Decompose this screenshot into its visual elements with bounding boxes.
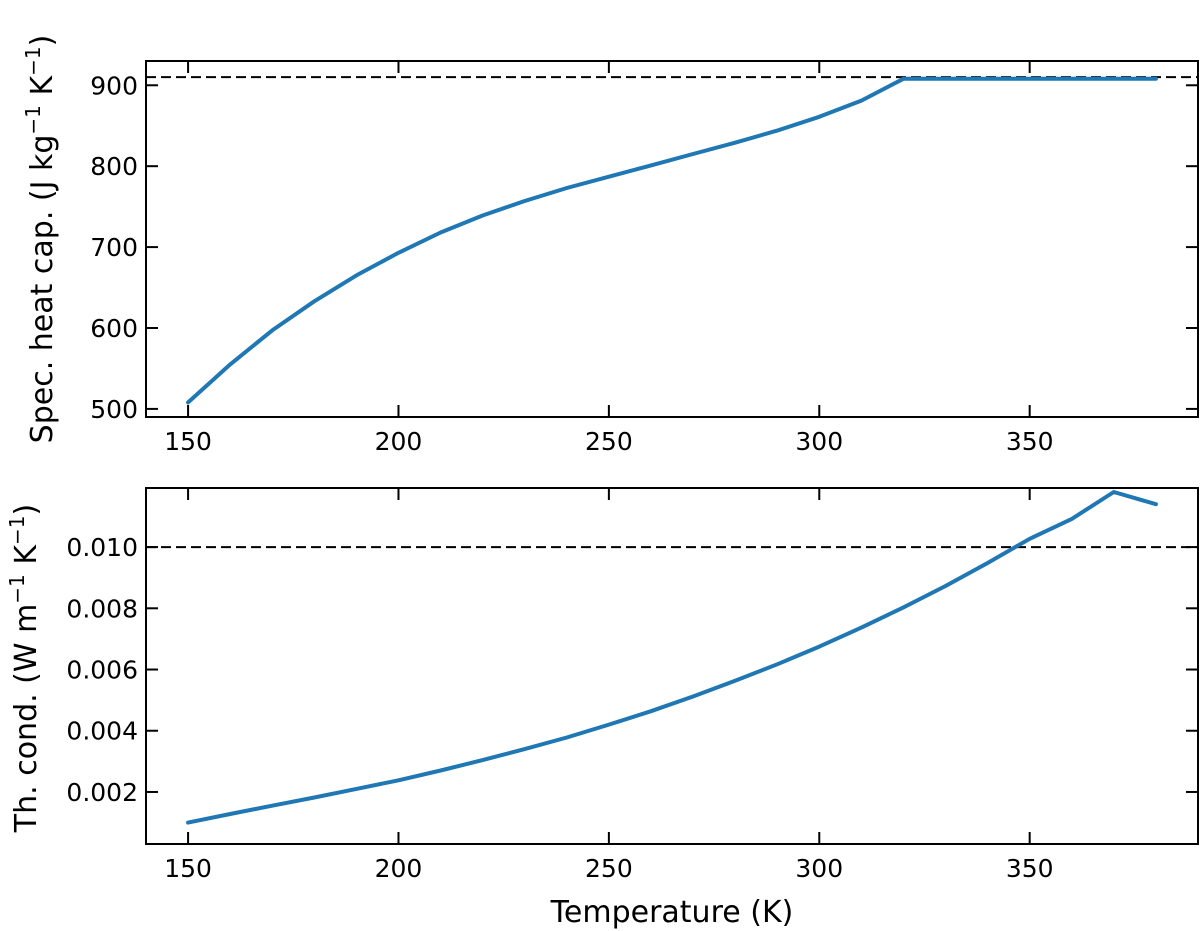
x-axis-label: Temperature (K)	[550, 895, 794, 930]
thermal-conductivity-y-axis-label: Th. cond. (W m−1 K−1)	[5, 504, 44, 833]
thermal-conductivity-ticks: 150 200 250 300 350 0.002 0.004 0.006 0.008 0.010	[66, 488, 1198, 883]
thermal-conductivity-y-tick-label: 0.008	[66, 594, 138, 623]
thermal-conductivity-y-tick-label: 0.002	[66, 778, 138, 807]
heat-capacity-y-tick-label: 700	[90, 233, 138, 262]
thermal-conductivity-series-line	[186, 490, 1158, 825]
heat-capacity-axes-frame	[145, 60, 1199, 418]
thermal-conductivity-x-tick-label: 350	[1006, 854, 1054, 883]
thermal-conductivity-axes-frame	[145, 487, 1199, 845]
heat-capacity-series-line	[186, 76, 1158, 405]
heat-capacity-ticks: 150 200 250 300 350 500 600 700 800 900	[90, 61, 1198, 456]
heat-capacity-x-tick-label: 200	[375, 427, 423, 456]
heat-capacity-x-tick-label: 300	[795, 427, 843, 456]
thermal-conductivity-y-tick-label: 0.006	[66, 656, 138, 685]
thermal-conductivity-plot: 150 200 250 300 350 0.002 0.004 0.006 0.008 0.010…	[5, 487, 1199, 930]
thermal-conductivity-x-tick-label: 300	[795, 854, 843, 883]
heat-capacity-plot: 150 200 250 300 350 500 600 700 800 900 Spec. hea…	[21, 35, 1199, 456]
heat-capacity-y-tick-label: 600	[90, 314, 138, 343]
thermal-conductivity-x-tick-label: 150	[164, 854, 212, 883]
heat-capacity-y-tick-label: 900	[90, 71, 138, 100]
heat-capacity-x-tick-label: 250	[585, 427, 633, 456]
heat-capacity-x-tick-label: 350	[1006, 427, 1054, 456]
thermal-conductivity-x-tick-label: 250	[585, 854, 633, 883]
thermal-conductivity-y-tick-label: 0.010	[66, 533, 138, 562]
heat-capacity-y-axis-label: Spec. heat cap. (J kg−1 K−1)	[21, 35, 60, 444]
heat-capacity-x-tick-label: 150	[164, 427, 212, 456]
thermal-conductivity-x-tick-label: 200	[375, 854, 423, 883]
thermal-conductivity-y-tick-label: 0.004	[66, 717, 138, 746]
heat-capacity-y-tick-label: 500	[90, 395, 138, 424]
heat-capacity-y-tick-label: 800	[90, 152, 138, 181]
